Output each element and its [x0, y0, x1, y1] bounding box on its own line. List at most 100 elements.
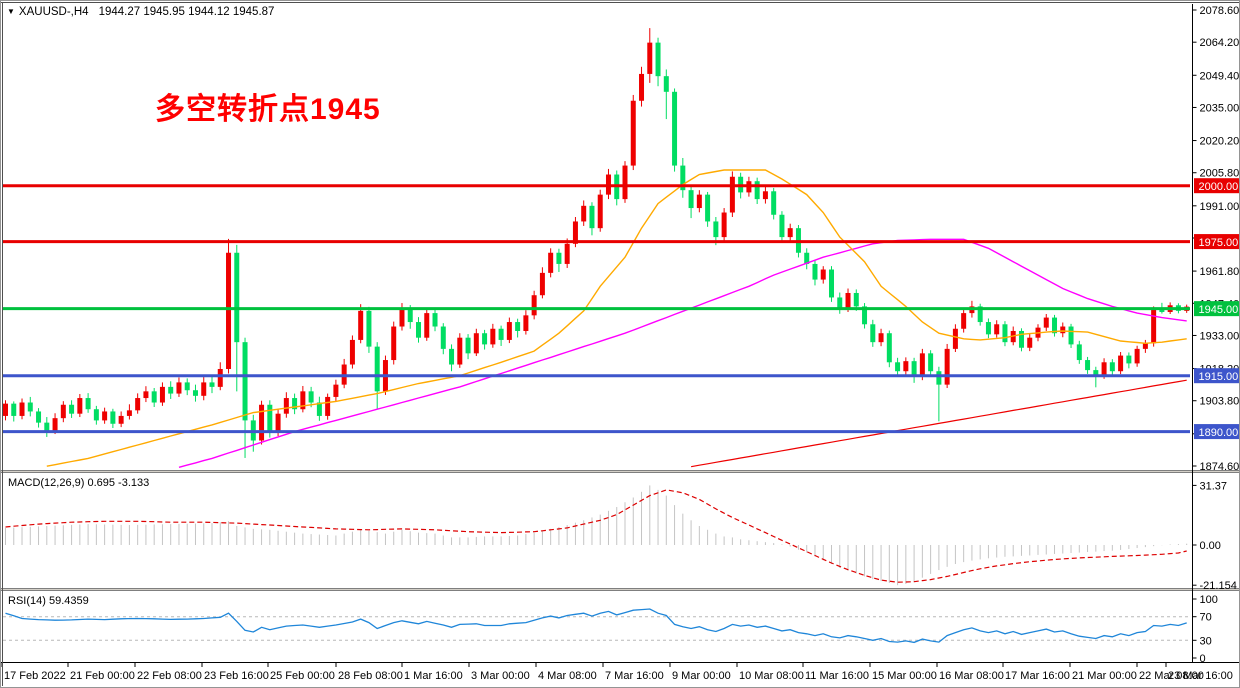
price-badge-label: 1945.00	[1199, 304, 1239, 316]
candle-body	[44, 422, 50, 431]
candle-body	[1134, 348, 1140, 364]
main-chart-pane[interactable]	[3, 4, 1190, 470]
candle-body	[333, 384, 339, 397]
date-label: 17 Mar 16:00	[1005, 670, 1070, 682]
candle-body	[977, 306, 983, 323]
chart-annotation-text: 多空转折点1945	[155, 93, 381, 126]
ohlc-quote-label: 1944.27 1945.95 1944.12 1945.87	[98, 6, 275, 18]
candle-body	[919, 353, 925, 377]
price-badge-2000.00	[1194, 178, 1240, 194]
candle-body	[259, 404, 265, 441]
candle-body	[771, 191, 777, 215]
macd-pane[interactable]	[3, 473, 1190, 588]
time-axis[interactable]	[3, 662, 1190, 688]
candle-body	[374, 346, 380, 392]
ma-fast-line	[46, 169, 1187, 467]
date-label: 22 Feb 08:00	[137, 670, 202, 682]
candle-body	[234, 252, 240, 343]
candle-body	[3, 403, 8, 416]
price-tick-label: 2049.40	[1200, 70, 1240, 82]
candle-body	[515, 322, 521, 331]
candle-body	[126, 410, 132, 416]
candle-body	[432, 313, 438, 327]
candle-body	[853, 292, 859, 307]
candle-body	[952, 328, 958, 349]
candle-body	[292, 398, 298, 410]
price-badge-1890.00	[1194, 424, 1240, 440]
price-badge-label: 1890.00	[1199, 427, 1239, 439]
candle-body	[118, 415, 124, 424]
candle-body	[151, 391, 157, 403]
date-label: 21 Feb 00:00	[70, 670, 135, 682]
candle-body	[539, 272, 545, 296]
candle-body	[548, 252, 554, 273]
candle-body	[1118, 355, 1124, 372]
candle-body	[349, 339, 355, 365]
candle-body	[1101, 362, 1107, 376]
pane-divider	[0, 588, 1240, 591]
collapse-arrow-icon[interactable]: ▼	[7, 7, 15, 16]
candle-body	[672, 91, 678, 166]
price-badge-label: 2000.00	[1199, 181, 1239, 193]
candle-body	[531, 295, 537, 316]
candle-body	[994, 324, 1000, 335]
price-tick-label: 2005.80	[1200, 168, 1240, 180]
date-label: 21 Mar 00:00	[1072, 670, 1137, 682]
candle-body	[93, 409, 99, 421]
candle-body	[556, 252, 562, 264]
candle-body	[845, 292, 851, 309]
candle-body	[143, 391, 149, 399]
candle-body	[713, 221, 719, 238]
candle-body	[1060, 326, 1066, 334]
candle-body	[159, 386, 165, 403]
candle-body	[60, 404, 66, 419]
macd-indicator-label: MACD(12,26,9) 0.695 -3.133	[8, 477, 150, 489]
candle-body	[820, 269, 826, 280]
candle-body	[391, 326, 397, 361]
candle-body	[473, 333, 479, 354]
candle-body	[1142, 343, 1148, 349]
price-tick-label: 2035.00	[1200, 102, 1240, 114]
candle-body	[226, 252, 232, 369]
candle-body	[1109, 362, 1115, 372]
rsi-tick-label: 100	[1200, 594, 1218, 606]
rsi-pane[interactable]	[3, 591, 1190, 662]
candle-body	[523, 315, 529, 331]
price-tick-label: 1961.80	[1200, 266, 1240, 278]
candle-body	[77, 398, 83, 414]
price-axis[interactable]	[1192, 4, 1240, 662]
price-badge-1945.00	[1194, 301, 1240, 317]
macd-tick-label: -21.154	[1200, 580, 1237, 592]
candle-body	[168, 386, 174, 394]
candle-body	[655, 42, 661, 77]
candle-body	[688, 190, 694, 209]
candle-body	[110, 411, 116, 424]
candle-body	[647, 42, 653, 74]
candle-body	[52, 418, 58, 431]
candle-body	[490, 328, 496, 345]
candle-body	[416, 322, 421, 338]
date-label: 7 Mar 16:00	[605, 670, 664, 682]
macd-tick-label: 31.37	[1200, 480, 1228, 492]
price-tick-label: 1874.60	[1200, 461, 1240, 473]
candle-body	[316, 402, 322, 416]
date-label: 28 Feb 08:00	[338, 670, 403, 682]
candle-body	[36, 411, 42, 423]
date-label: 23 Feb 16:00	[204, 670, 269, 682]
date-label: 1 Mar 16:00	[404, 670, 463, 682]
rsi-indicator-label: RSI(14) 59.4359	[8, 595, 89, 607]
candle-body	[829, 269, 834, 298]
price-badge-1915.00	[1194, 368, 1240, 384]
candle-body	[1018, 330, 1024, 348]
candle-body	[275, 413, 281, 432]
candle-body	[242, 342, 248, 421]
candle-body	[630, 100, 636, 166]
candle-body	[928, 353, 934, 372]
symbol-timeframe-label: XAUUSD-,H4	[18, 6, 89, 18]
candle-body	[449, 348, 455, 365]
date-label: 11 Mar 16:00	[805, 670, 869, 682]
candle-body	[407, 308, 413, 323]
candle-body	[366, 310, 372, 347]
